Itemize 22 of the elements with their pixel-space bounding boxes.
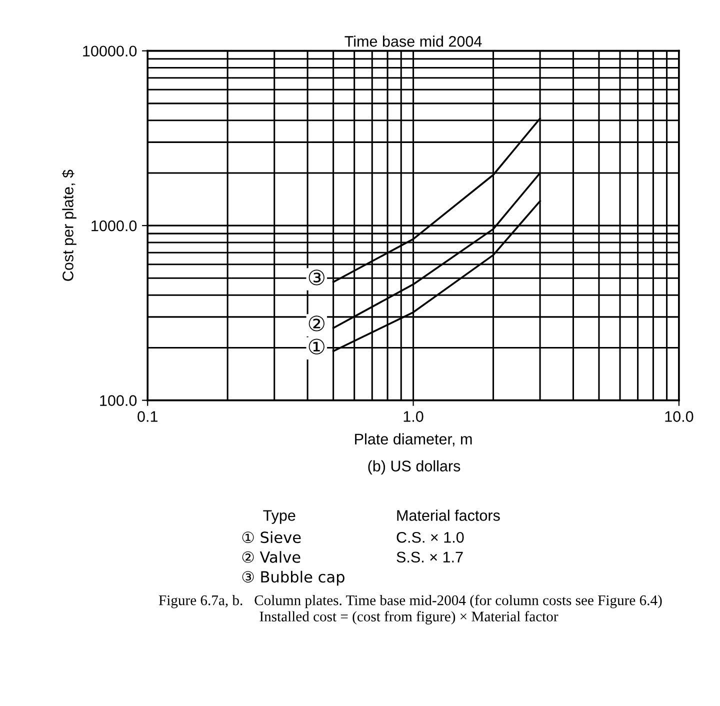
x-axis-title: Plate diameter, m — [355, 433, 472, 446]
text: ② Valve — [242, 551, 300, 563]
y-tick-label: 1000.0 — [92, 220, 137, 232]
text: Installed cost = (cost from figure) × Material factor — [260, 611, 558, 624]
text: C.S. × 1.0 — [396, 532, 464, 543]
chart-title: Time base mid 2004 — [344, 36, 482, 47]
x-tick-label: 1.0 — [404, 411, 424, 422]
y-axis-title: Cost per plate, $ — [62, 170, 76, 281]
text: ① Sieve — [242, 531, 301, 544]
text: Material factors — [397, 510, 500, 521]
caption: Figure 6.7a, b. Column plates. Time base mid-2004 (for column costs see Figure 6.4) — [158, 594, 662, 608]
x-tick-label: 0.1 — [138, 411, 158, 422]
text: (b) US dollars — [368, 460, 460, 474]
y-tick-label: 10000.0 — [83, 46, 137, 57]
y-tick-label: 100.0 — [100, 395, 137, 406]
text: ③ Bubble cap — [242, 570, 344, 586]
x-tick-label: 10.0 — [665, 411, 694, 422]
annotation: ② — [308, 316, 324, 332]
annotation: ① — [308, 338, 324, 354]
annotation: ③ — [308, 270, 324, 286]
text: S.S. × 1.7 — [396, 552, 463, 563]
legend-title: Type — [263, 510, 296, 524]
